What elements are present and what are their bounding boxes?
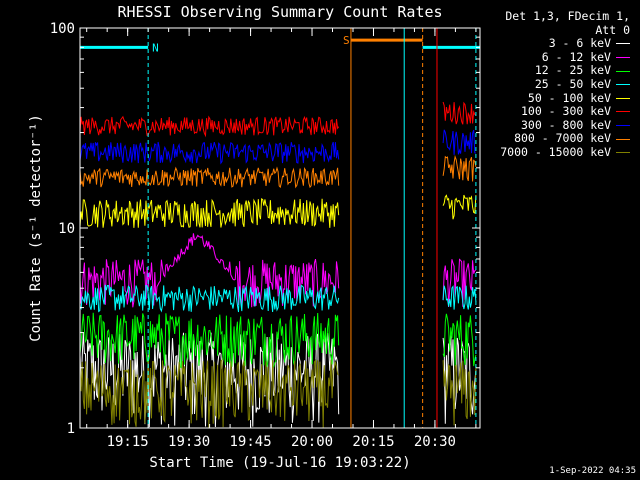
legend-swatch: [616, 111, 630, 113]
series-12-25-kev-segment-2: [442, 313, 477, 367]
series-800-7000-kev-segment-2: [442, 154, 477, 182]
legend-label: 6 - 12 keV: [541, 49, 611, 64]
series-6-12-kev-segment-1: [79, 233, 340, 308]
legend: Det 1,3, FDecim 1, Att 0 3 - 6 keV 6 - 12 …: [500, 9, 630, 160]
series-3-6-kev-segment-2: [442, 335, 477, 424]
observing-interval-label-s: S: [343, 34, 350, 47]
legend-swatch: [616, 84, 630, 86]
series-12-25-kev-segment-1: [79, 312, 340, 369]
legend-label: 25 - 50 keV: [534, 76, 611, 91]
legend-item-25-50-kev: 25 - 50 keV: [500, 76, 630, 92]
series-7000-15000-kev-segment-2: [442, 360, 477, 426]
chart-title: RHESSI Observing Summary Count Rates: [117, 3, 442, 21]
x-axis-label: Start Time (19-Jul-16 19:03:22): [149, 455, 410, 471]
legend-label: 7000 - 15000 keV: [500, 144, 611, 159]
x-tick-label: 20:00: [291, 434, 333, 450]
legend-item-800-7000-kev: 800 - 7000 keV: [500, 132, 630, 146]
legend-swatch: [616, 152, 630, 154]
observing-interval-label-n: N: [152, 41, 159, 54]
legend-swatch: [616, 70, 630, 72]
legend-swatch: [616, 125, 630, 127]
legend-swatch: [616, 97, 630, 99]
y-tick-label: 1: [67, 421, 75, 437]
legend-label: 12 - 25 keV: [534, 63, 611, 78]
legend-item-50-100-kev: 50 - 100 keV: [500, 90, 630, 106]
series-100-300-kev-segment-2: [442, 101, 477, 125]
series-800-7000-kev-segment-1: [79, 166, 340, 189]
x-tick-label: 19:15: [107, 434, 149, 450]
legend-label: 3 - 6 keV: [548, 36, 611, 51]
axis-layer: 19:15 19:30 19:45 20:00 20:15 20:30 1 10 100: [50, 21, 480, 450]
legend-item-3-6-kev: 3 - 6 keV: [500, 37, 630, 51]
annotation-layer: NS: [80, 28, 480, 428]
legend-header-line-1: Det 1,3, FDecim 1,: [505, 9, 630, 23]
x-tick-label: 19:45: [229, 434, 271, 450]
series-25-50-kev-segment-1: [79, 284, 340, 313]
y-tick-label: 100: [50, 21, 75, 37]
series-25-50-kev-segment-2: [442, 285, 477, 310]
x-tick-label: 20:30: [414, 434, 456, 450]
legend-header: Det 1,3, FDecim 1, Att 0: [500, 9, 630, 37]
x-tick-label: 19:30: [168, 434, 210, 450]
legend-item-100-300-kev: 100 - 300 keV: [500, 105, 630, 119]
series-7000-15000-kev-segment-1: [79, 358, 340, 428]
legend-item-7000-15000-kev: 7000 - 15000 keV: [500, 144, 630, 160]
y-tick-label: 10: [58, 221, 75, 237]
legend-rows: 3 - 6 keV 6 - 12 keV 12 - 25 keV 25 - 50 ke…: [500, 37, 630, 159]
series-100-300-kev-segment-1: [79, 115, 340, 138]
legend-header-line-2: Att 0: [595, 22, 630, 37]
generation-timestamp: 1-Sep-2022 04:35: [549, 466, 636, 476]
y-axis-label: Count Rate (s⁻¹ detector⁻¹): [28, 114, 44, 342]
data-layer: [79, 101, 477, 428]
series-300-800-kev-segment-2: [442, 129, 477, 155]
series-300-800-kev-segment-1: [79, 141, 340, 165]
legend-swatch: [616, 57, 630, 59]
legend-item-300-800-kev: 300 - 800 keV: [500, 117, 630, 133]
series-50-100-kev-segment-2: [442, 194, 477, 220]
legend-label: 300 - 800 keV: [520, 117, 611, 132]
legend-label: 800 - 7000 keV: [514, 131, 611, 146]
legend-item-12-25-kev: 12 - 25 keV: [500, 64, 630, 78]
legend-label: 50 - 100 keV: [527, 90, 611, 105]
series-6-12-kev-segment-2: [442, 258, 477, 308]
legend-swatch: [616, 138, 630, 140]
legend-item-6-12-kev: 6 - 12 keV: [500, 49, 630, 65]
x-tick-label: 20:15: [352, 434, 394, 450]
legend-label: 100 - 300 keV: [520, 104, 611, 119]
legend-swatch: [616, 43, 630, 45]
series-50-100-kev-segment-1: [79, 198, 340, 228]
